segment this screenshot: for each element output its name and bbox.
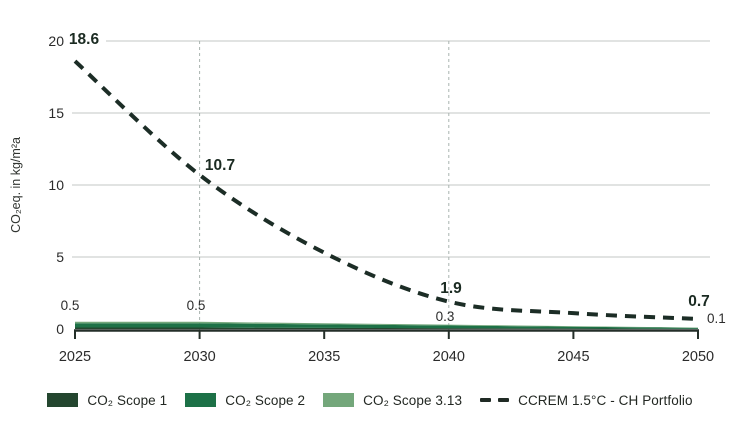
scope1-swatch-icon [47, 393, 79, 407]
legend-label-scope2: CO₂ Scope 2 [225, 392, 306, 408]
y-tick-labels: 0 5 10 15 20 [48, 33, 64, 337]
x-tick-labels: 2025 2030 2035 2040 2045 2050 [59, 349, 714, 365]
vertical-gridlines [199, 41, 450, 330]
horizontal-gridlines [72, 40, 710, 258]
legend-item-scope2: CO₂ Scope 2 [185, 393, 305, 408]
pathway-value-label: 18.6 [69, 31, 100, 48]
x-tick-label: 2050 [682, 349, 714, 365]
area-co-scope-2 [75, 323, 698, 329]
pathway-value-label: 10.7 [205, 157, 235, 174]
scope-total-label: 0.5 [61, 298, 80, 313]
area-co-scope-3-13 [75, 321, 698, 328]
x-tick-label: 2045 [557, 349, 589, 365]
scope-total-label: 0.3 [436, 309, 455, 324]
dash-segment [480, 398, 492, 402]
dashed-line-icon [480, 398, 510, 402]
legend-label-scope1: CO₂ Scope 1 [87, 392, 168, 408]
y-axis-title: CO₂eq. in kg/m²a [9, 137, 23, 233]
legend-label-ccrem: CCREM 1.5°C - CH Portfolio [518, 392, 693, 408]
scope-stacked-areas [75, 321, 698, 329]
scope313-swatch-icon [323, 393, 355, 407]
scope-total-label: 0.1 [707, 311, 726, 326]
y-tick-label: 10 [48, 177, 64, 193]
y-tick-label: 0 [56, 321, 64, 337]
y-tick-label: 5 [56, 249, 64, 265]
x-tick-label: 2040 [433, 349, 465, 365]
y-tick-label: 15 [48, 105, 64, 121]
legend: CO₂ Scope 1 CO₂ Scope 2 CO₂ Scope 3.13 C… [0, 388, 740, 412]
legend-item-scope1: CO₂ Scope 1 [47, 393, 167, 408]
dash-segment [498, 398, 510, 402]
legend-item-scope313: CO₂ Scope 3.13 [323, 393, 462, 408]
x-tick-label: 2030 [183, 349, 215, 365]
pathway-value-label: 0.7 [688, 293, 710, 310]
co2-pathway-chart: 0 5 10 15 20 2025 2030 2035 2040 2045 2050 CO₂eq. i… [9, 31, 726, 365]
value-labels: 18.6 10.7 1.9 0.7 0.5 0.5 0.3 0.1 [61, 31, 726, 326]
area-co-scope-1 [75, 327, 698, 329]
y-tick-label: 20 [48, 33, 64, 49]
x-tick-label: 2035 [308, 349, 340, 365]
x-tick-label: 2025 [59, 349, 91, 365]
pathway-value-label: 1.9 [440, 280, 462, 297]
legend-item-ccrem: CCREM 1.5°C - CH Portfolio [480, 393, 693, 408]
scope2-swatch-icon [185, 393, 217, 407]
ccrem-pathway-line [73, 59, 699, 321]
scope-total-label: 0.5 [187, 298, 206, 313]
x-axis [74, 329, 699, 339]
legend-label-scope313: CO₂ Scope 3.13 [363, 392, 463, 408]
